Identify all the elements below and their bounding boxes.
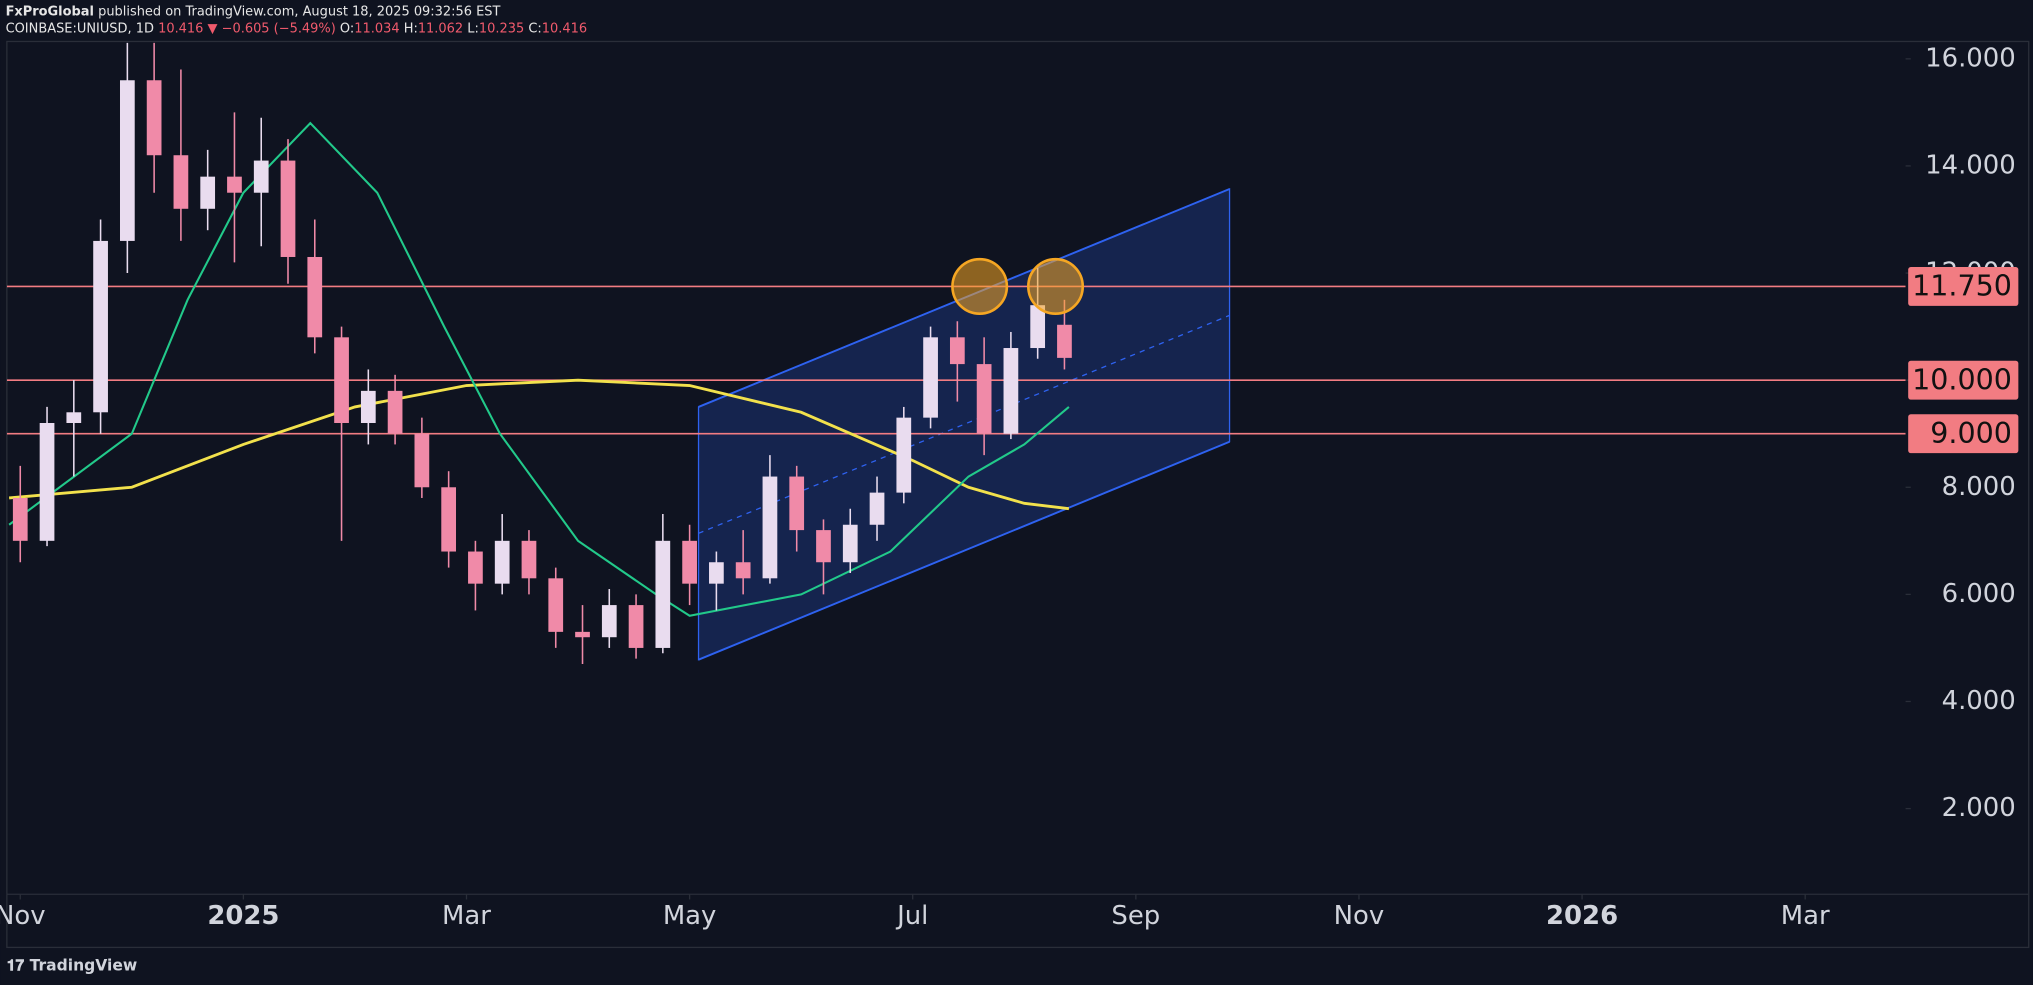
moving-average (8, 378, 1070, 511)
candle-body (360, 390, 376, 424)
candle-body (441, 487, 457, 552)
candle-body (468, 551, 483, 584)
change: ▼ −0.605 (−5.49%) (208, 21, 336, 36)
candle-body (494, 540, 510, 584)
symbol: COINBASE:UNIUSD, 1D (6, 21, 154, 36)
candle-body (12, 497, 28, 541)
l-value: 10.235 (479, 21, 524, 36)
candle-body (816, 530, 831, 563)
candle-body (253, 160, 269, 193)
candle-body (735, 562, 751, 579)
c-value: 10.416 (542, 21, 587, 36)
candle-body (66, 412, 82, 424)
candle-body (173, 155, 189, 209)
brand: TradingView (30, 956, 138, 974)
x-tick-label: 2025 (207, 901, 279, 931)
candle-body (923, 337, 938, 418)
level-label-box (1908, 266, 2019, 306)
level-label-box (1908, 360, 2019, 400)
candle-body (1030, 305, 1046, 349)
candle-body (387, 390, 403, 434)
level-label-box (1908, 414, 2019, 454)
y-tick-label: 6.000 (1942, 579, 2016, 609)
l-label: L: (467, 21, 479, 36)
x-tick-label: Nov (0, 901, 46, 931)
candle-body (548, 578, 564, 632)
y-tick-label: 2.000 (1942, 793, 2016, 823)
channel-lower (698, 440, 1230, 661)
x-tick-label: Sep (1111, 901, 1160, 931)
x-tick-label: May (663, 901, 717, 931)
y-tick-label: 14.000 (1925, 150, 2016, 180)
o-label: O: (340, 21, 354, 36)
candle-body (842, 524, 858, 563)
publisher: FxProGlobal (6, 4, 94, 19)
published: published on TradingView.com, August 18,… (98, 4, 500, 19)
logo-mark: 𝟏𝟕 (7, 956, 30, 974)
candle-body (227, 176, 242, 193)
candle-body (949, 337, 965, 365)
highlight-circle (951, 257, 1009, 315)
candle-body (601, 605, 617, 638)
candle-body (521, 540, 537, 579)
candle-body (1057, 324, 1072, 358)
candle-body (869, 492, 885, 525)
plot (6, 42, 1906, 664)
candle-body (1003, 348, 1019, 434)
candle-body (655, 540, 671, 648)
candle-body (146, 80, 162, 156)
channel-mid (698, 314, 1230, 534)
axes: 2.0004.0006.0008.00010.00012.00014.00016… (0, 43, 2019, 931)
candle-body (682, 540, 697, 584)
candle-body (762, 476, 778, 579)
candle-body (628, 605, 644, 648)
candle-body (334, 337, 349, 424)
level-label: 9.000 (1930, 417, 2012, 450)
x-tick-label: Jul (895, 901, 928, 931)
x-tick-label: Mar (442, 901, 491, 931)
header-line2: COINBASE:UNIUSD, 1D 10.416 ▼ −0.605 (−5.… (6, 21, 588, 36)
x-tick-label: 2026 (1546, 901, 1618, 931)
level-label: 10.000 (1912, 363, 2012, 396)
candle-body (414, 433, 430, 488)
highlight-circle (1027, 257, 1085, 315)
footer-brand: 𝟏𝟕 TradingView (7, 956, 137, 974)
x-tick-label: Nov (1334, 901, 1385, 931)
candle-body (119, 80, 135, 241)
pane-border (6, 40, 2030, 949)
level-label: 11.750 (1912, 270, 2012, 303)
o-value: 11.034 (354, 21, 399, 36)
h-label: H: (404, 21, 418, 36)
candle-body (93, 240, 108, 413)
moving-average (8, 121, 1070, 617)
candle-body (896, 417, 912, 493)
candle-body (200, 176, 216, 209)
candle-body (709, 562, 724, 584)
h-value: 11.062 (418, 21, 463, 36)
y-tick-label: 4.000 (1942, 686, 2016, 716)
candle-body (307, 256, 323, 338)
candle-body (575, 631, 590, 638)
last-price: 10.416 (158, 21, 203, 36)
candle-body (39, 423, 55, 541)
candle-body (976, 364, 992, 434)
y-tick-label: 8.000 (1942, 472, 2016, 502)
x-tick-label: Mar (1781, 901, 1830, 931)
candle-body (789, 476, 805, 531)
y-tick-label: 16.000 (1925, 43, 2016, 73)
candle-body (280, 160, 296, 257)
c-label: C: (528, 21, 541, 36)
header-line1: FxProGlobal published on TradingView.com… (6, 4, 501, 19)
